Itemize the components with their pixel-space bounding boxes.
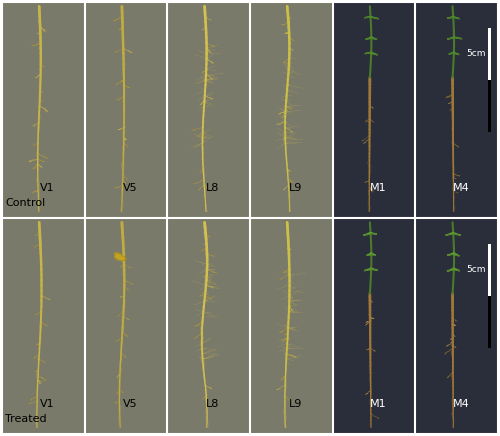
Bar	[332, 2, 415, 218]
Bar	[488, 28, 492, 80]
Polygon shape	[364, 268, 372, 271]
Text: V5: V5	[123, 399, 138, 409]
Polygon shape	[370, 17, 379, 19]
Text: M4: M4	[452, 399, 469, 409]
Polygon shape	[370, 52, 378, 55]
Bar	[250, 218, 332, 434]
Bar	[488, 244, 492, 347]
Bar	[84, 2, 168, 218]
Polygon shape	[364, 17, 370, 18]
Text: L8: L8	[206, 183, 220, 193]
Text: 5cm: 5cm	[466, 266, 485, 274]
Text: Control: Control	[5, 198, 45, 208]
Text: L9: L9	[289, 183, 302, 193]
Polygon shape	[370, 268, 378, 270]
Text: M1: M1	[370, 399, 386, 409]
Polygon shape	[366, 253, 372, 255]
Polygon shape	[453, 232, 461, 235]
Text: M4: M4	[452, 183, 469, 193]
Text: L9: L9	[289, 399, 302, 409]
Polygon shape	[114, 253, 126, 261]
Text: V1: V1	[40, 399, 55, 409]
Bar	[84, 218, 168, 434]
Bar	[250, 2, 332, 218]
Polygon shape	[454, 37, 462, 39]
Bar	[0, 0, 2, 436]
Polygon shape	[370, 253, 376, 255]
Bar	[2, 2, 84, 218]
Text: 5cm: 5cm	[466, 49, 485, 58]
Bar	[0, 434, 500, 436]
Bar	[498, 0, 500, 436]
Bar	[416, 2, 498, 218]
Polygon shape	[448, 52, 454, 54]
Polygon shape	[447, 37, 454, 39]
Polygon shape	[446, 232, 454, 235]
Bar	[332, 218, 415, 434]
Polygon shape	[453, 268, 460, 271]
Bar	[2, 218, 84, 434]
Bar	[168, 218, 250, 434]
Polygon shape	[363, 232, 371, 235]
Polygon shape	[453, 17, 460, 19]
Bar	[488, 296, 492, 347]
Polygon shape	[370, 232, 377, 234]
Bar	[168, 2, 250, 218]
Bar	[488, 80, 492, 132]
Text: L8: L8	[206, 399, 220, 409]
Polygon shape	[447, 253, 454, 255]
Bar	[488, 244, 492, 296]
Bar	[0, 0, 500, 2]
Polygon shape	[447, 17, 454, 18]
Text: V1: V1	[40, 183, 55, 193]
Bar	[416, 218, 498, 434]
Polygon shape	[447, 268, 454, 271]
Bar	[488, 28, 492, 132]
Polygon shape	[371, 37, 377, 40]
Text: M1: M1	[370, 183, 386, 193]
Text: V5: V5	[123, 183, 138, 193]
Polygon shape	[454, 253, 460, 256]
Text: Treated: Treated	[5, 414, 46, 424]
Polygon shape	[364, 52, 372, 54]
Polygon shape	[366, 37, 372, 40]
Polygon shape	[454, 52, 460, 54]
